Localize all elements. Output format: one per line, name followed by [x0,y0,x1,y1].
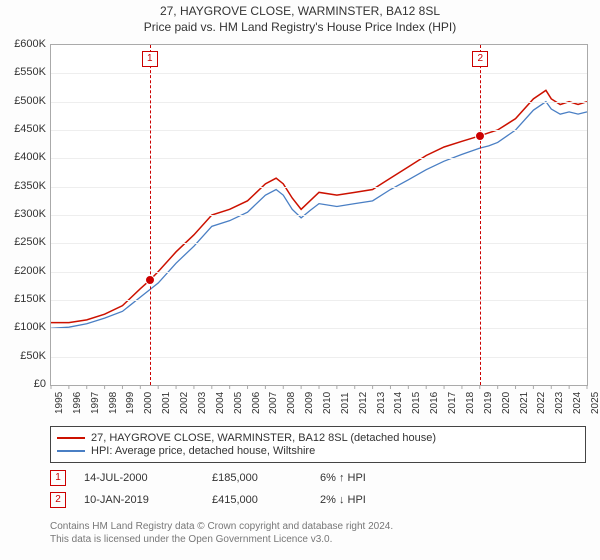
x-tick-label: 2001 [161,392,172,414]
legend-item: HPI: Average price, detached house, Wilt… [57,445,579,457]
y-tick-label: £150K [2,293,46,305]
sale-price: £185,000 [212,472,302,484]
gridline-h [51,243,587,244]
x-tick-label: 2013 [376,392,387,414]
x-tick-label: 2019 [483,392,494,414]
y-tick-label: £200K [2,265,46,277]
gridline-h [51,158,587,159]
x-tick-label: 2023 [554,392,565,414]
sale-date: 14-JUL-2000 [84,472,194,484]
x-tick-label: 2003 [197,392,208,414]
event-label-box: 1 [142,51,158,67]
x-tick-label: 2020 [501,392,512,414]
sale-delta: 2% ↓ HPI [320,494,366,506]
sale-index-box: 2 [50,492,66,508]
sale-date: 10-JAN-2019 [84,494,194,506]
legend-label: HPI: Average price, detached house, Wilt… [91,445,315,457]
y-tick-label: £300K [2,208,46,220]
x-tick-label: 2015 [411,392,422,414]
x-tick-label: 1999 [125,392,136,414]
gridline-h [51,215,587,216]
sale-row: 2 10-JAN-2019 £415,000 2% ↓ HPI [50,492,366,508]
sale-row: 1 14-JUL-2000 £185,000 6% ↑ HPI [50,470,366,486]
event-line [480,45,481,385]
event-marker [145,275,155,285]
y-tick-label: £550K [2,66,46,78]
x-tick-label: 2011 [340,392,351,414]
attribution-line-1: Contains HM Land Registry data © Crown c… [50,520,393,533]
x-tick-label: 2025 [590,392,600,414]
x-tick-label: 1995 [54,392,65,414]
legend-item: 27, HAYGROVE CLOSE, WARMINSTER, BA12 8SL… [57,432,579,444]
x-tick-label: 2008 [286,392,297,414]
y-tick-label: £250K [2,236,46,248]
y-tick-label: £400K [2,151,46,163]
x-tick-label: 2012 [358,392,369,414]
x-tick-label: 2017 [447,392,458,414]
sale-delta: 6% ↑ HPI [320,472,366,484]
chart-subtitle: Price paid vs. HM Land Registry's House … [0,20,600,36]
x-tick-label: 2014 [393,392,404,414]
event-marker [475,131,485,141]
y-tick-label: £0 [2,378,46,390]
x-tick-label: 2000 [143,392,154,414]
x-tick-label: 2002 [179,392,190,414]
y-tick-label: £600K [2,38,46,50]
gridline-h [51,357,587,358]
y-tick-label: £450K [2,123,46,135]
x-tick-label: 2005 [233,392,244,414]
series-price_paid [51,90,587,322]
gridline-h [51,130,587,131]
legend-label: 27, HAYGROVE CLOSE, WARMINSTER, BA12 8SL… [91,432,436,444]
gridline-h [51,187,587,188]
x-tick-label: 2021 [519,392,530,414]
y-tick-label: £100K [2,321,46,333]
x-tick-label: 1997 [90,392,101,414]
x-tick-label: 1996 [72,392,83,414]
sale-price: £415,000 [212,494,302,506]
x-tick-label: 2007 [268,392,279,414]
gridline-h [51,300,587,301]
event-label-box: 2 [472,51,488,67]
attribution-text: Contains HM Land Registry data © Crown c… [50,520,393,546]
event-line [150,45,151,385]
x-tick-label: 2016 [429,392,440,414]
gridline-h [51,272,587,273]
x-tick-label: 2022 [536,392,547,414]
legend-swatch [57,450,85,452]
attribution-line-2: This data is licensed under the Open Gov… [50,533,393,546]
chart-legend: 27, HAYGROVE CLOSE, WARMINSTER, BA12 8SL… [50,426,586,463]
y-tick-label: £350K [2,180,46,192]
x-tick-label: 2006 [251,392,262,414]
legend-swatch [57,437,85,439]
sale-index-box: 1 [50,470,66,486]
gridline-h [51,73,587,74]
chart-plot-area: 12 [50,44,588,386]
gridline-h [51,102,587,103]
x-tick-label: 2009 [304,392,315,414]
x-tick-label: 2024 [572,392,583,414]
gridline-h [51,328,587,329]
x-tick-label: 2018 [465,392,476,414]
x-tick-label: 1998 [108,392,119,414]
chart-title: 27, HAYGROVE CLOSE, WARMINSTER, BA12 8SL [0,0,600,20]
y-tick-label: £50K [2,350,46,362]
x-tick-label: 2010 [322,392,333,414]
x-tick-label: 2004 [215,392,226,414]
y-tick-label: £500K [2,95,46,107]
